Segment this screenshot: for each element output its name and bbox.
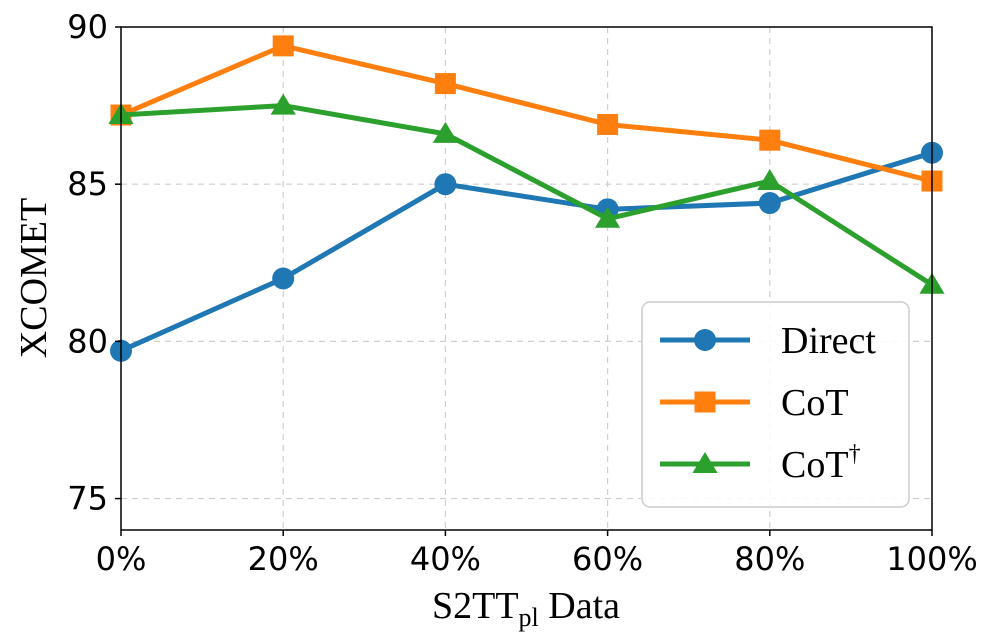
legend-entry-3: CoT†: [660, 441, 861, 486]
legend-label-text: CoT: [781, 382, 849, 424]
x-tick-label: 60%: [572, 540, 643, 578]
legend-label: Direct: [781, 320, 876, 362]
legend-label: CoT: [781, 382, 849, 424]
legend-entry-2: CoT: [660, 382, 849, 424]
legend-marker: [694, 391, 716, 413]
x-tick-label: 40%: [410, 540, 481, 578]
legend-label: CoT†: [781, 441, 861, 486]
data-point: [757, 169, 783, 191]
data-point: [272, 35, 294, 57]
legend-label-text: Direct: [781, 320, 876, 362]
plot-frame: [120, 26, 933, 531]
series-layer: [108, 35, 945, 362]
data-point: [597, 113, 619, 135]
series-line: [120, 103, 934, 287]
x-tick-label: 100%: [886, 540, 977, 578]
series-1: [110, 141, 943, 362]
series-line: [119, 150, 933, 354]
y-tick-label: 85: [67, 165, 108, 203]
data-point: [272, 267, 295, 290]
tick-layer: 0% 20% 40% 60% 80% 100% 75 80 85 90: [67, 8, 977, 578]
x-axis-title-rest: Data: [539, 585, 620, 627]
data-point: [758, 192, 781, 215]
data-point: [434, 73, 456, 95]
legend-box: [641, 301, 910, 508]
y-tick-label: 90: [67, 8, 108, 46]
series-2: [110, 35, 943, 192]
data-point: [270, 93, 296, 115]
x-axis-title: S2TTpl Data: [432, 585, 620, 632]
series-line: [120, 43, 933, 184]
legend-entry-1: Direct: [660, 320, 876, 362]
y-axis-title: XCOMET: [13, 198, 55, 358]
x-tick-label: 0%: [96, 540, 147, 578]
y-tick-label: 80: [67, 322, 108, 360]
data-point: [595, 206, 621, 228]
x-tick-label: 20%: [248, 540, 319, 578]
y-tick-label: 75: [67, 480, 108, 518]
x-tick-label: 80%: [734, 540, 805, 578]
x-axis-title-subscript: pl: [519, 603, 539, 632]
legend-label-text: CoT: [781, 444, 849, 486]
legend-label-superscript: †: [849, 441, 861, 467]
data-point: [759, 129, 781, 151]
x-axis-title-main: S2TT: [432, 585, 519, 627]
legend-marker: [692, 452, 718, 473]
legend-marker: [694, 329, 716, 351]
data-point: [432, 121, 458, 143]
series-3: [108, 93, 945, 294]
data-point: [434, 173, 457, 196]
